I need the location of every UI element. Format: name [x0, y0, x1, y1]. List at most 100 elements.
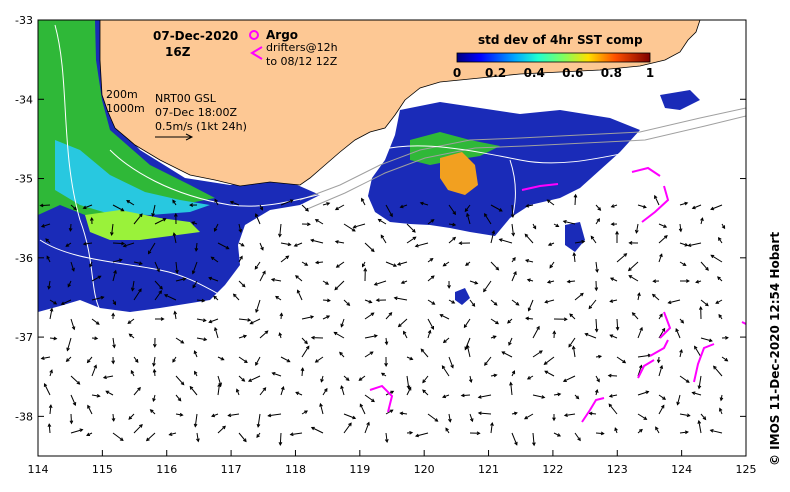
- velocity-arrow: [194, 413, 198, 427]
- velocity-arrowhead: [111, 312, 116, 317]
- velocity-arrowhead: [363, 267, 368, 272]
- velocity-arrowhead: [469, 418, 474, 423]
- velocity-arrow: [217, 425, 226, 434]
- velocity-arrowhead: [710, 254, 715, 259]
- colorbar-tick-label: 0.8: [601, 66, 622, 80]
- velocity-arrow: [152, 204, 156, 217]
- velocity-arrow: [564, 413, 576, 416]
- velocity-arrowhead: [319, 402, 323, 407]
- velocity-arrow: [343, 299, 350, 306]
- velocity-arrowhead: [262, 270, 266, 275]
- velocity-arrowhead: [679, 348, 683, 353]
- velocity-arrow: [595, 318, 598, 332]
- velocity-arrowhead: [484, 213, 488, 217]
- velocity-arrow: [280, 255, 289, 263]
- velocity-arrowhead: [477, 411, 482, 416]
- velocity-arrowhead: [333, 331, 338, 336]
- velocity-arrowhead: [547, 242, 552, 246]
- velocity-arrow: [692, 204, 702, 209]
- velocity-arrowhead: [552, 330, 557, 335]
- velocity-arrowhead: [717, 276, 721, 281]
- velocity-arrowhead: [397, 323, 402, 328]
- velocity-arrow: [464, 204, 471, 212]
- velocity-arrow: [358, 375, 366, 381]
- velocity-arrowhead: [232, 293, 237, 298]
- velocity-arrowhead: [339, 351, 343, 356]
- velocity-arrowhead: [304, 262, 309, 266]
- velocity-arrowhead: [477, 395, 482, 399]
- velocity-arrowhead: [538, 350, 543, 354]
- velocity-arrowhead: [271, 372, 276, 376]
- velocity-arrowhead: [525, 204, 530, 208]
- velocity-arrowhead: [680, 319, 685, 324]
- velocity-arrowhead: [217, 383, 222, 388]
- contour-1: [54, 24, 101, 311]
- velocity-arrowhead: [634, 229, 639, 234]
- lon-tick-label: 123: [607, 463, 628, 476]
- velocity-arrow: [490, 204, 503, 212]
- velocity-arrow: [280, 242, 291, 246]
- velocity-arrow: [49, 308, 53, 320]
- drifter-track-7: [693, 343, 715, 383]
- velocity-arrow: [574, 432, 581, 441]
- velocity-arrowhead: [278, 332, 283, 337]
- velocity-arrow: [679, 375, 690, 383]
- velocity-arrow: [718, 237, 723, 244]
- velocity-arrowhead: [130, 369, 135, 374]
- velocity-arrowhead: [610, 204, 615, 208]
- velocity-arrowhead: [82, 241, 87, 246]
- velocity-arrow: [658, 365, 663, 377]
- velocity-arrowhead: [639, 428, 643, 433]
- velocity-arrowhead: [512, 256, 516, 261]
- velocity-arrowhead: [687, 243, 692, 247]
- velocity-arrow: [563, 375, 576, 382]
- velocity-arrowhead: [667, 300, 672, 305]
- velocity-arrowhead: [152, 362, 156, 367]
- velocity-arrow: [133, 387, 141, 396]
- velocity-arrowhead: [202, 318, 207, 323]
- velocity-arrowhead: [254, 265, 259, 270]
- velocity-arrow: [353, 223, 366, 228]
- velocity-arrow: [238, 223, 242, 233]
- drifter-marker-icon: [250, 46, 263, 60]
- velocity-arrowhead: [471, 303, 476, 307]
- velocity-arrow: [41, 223, 51, 228]
- longitude-axis: 114 115 116 117 118 119 120 121 122 123 124 125: [28, 450, 757, 476]
- velocity-arrowhead: [713, 365, 717, 370]
- velocity-arrow: [295, 275, 303, 282]
- velocity-arrow: [214, 327, 219, 339]
- velocity-arrowhead: [659, 253, 663, 258]
- velocity-arrow: [44, 383, 51, 396]
- velocity-arrowhead: [262, 387, 267, 391]
- velocity-arrowhead: [112, 301, 117, 306]
- velocity-arrowhead: [508, 341, 512, 346]
- velocity-arrow: [290, 432, 303, 436]
- velocity-arrowhead: [610, 222, 615, 226]
- velocity-arrowhead: [463, 324, 468, 329]
- velocity-arrowhead: [615, 230, 619, 235]
- velocity-arrow: [398, 318, 408, 327]
- velocity-arrow: [164, 294, 177, 301]
- velocity-arrow: [532, 326, 540, 339]
- velocity-arrowhead: [656, 359, 661, 364]
- velocity-arrowhead: [566, 279, 571, 284]
- velocity-arrowhead: [203, 337, 208, 342]
- velocity-arrow: [70, 429, 83, 434]
- velocity-arrow: [400, 412, 408, 415]
- velocity-arrowhead: [296, 289, 301, 294]
- velocity-arrowhead: [151, 212, 155, 218]
- velocity-arrow: [364, 394, 375, 402]
- velocity-arrow: [148, 242, 156, 254]
- velocity-arrow: [196, 337, 207, 341]
- velocity-arrow: [478, 412, 492, 415]
- lat-tick-label: -34: [15, 93, 33, 106]
- velocity-arrowhead: [511, 370, 516, 375]
- velocity-arrow: [217, 242, 229, 250]
- velocity-arrow: [511, 271, 517, 282]
- velocity-arrowhead: [138, 288, 142, 293]
- velocity-arrowhead: [684, 430, 689, 435]
- velocity-arrowhead: [149, 409, 154, 413]
- velocity-arrowhead: [380, 372, 385, 377]
- velocity-arrow: [70, 318, 75, 330]
- velocity-arrow: [406, 223, 416, 233]
